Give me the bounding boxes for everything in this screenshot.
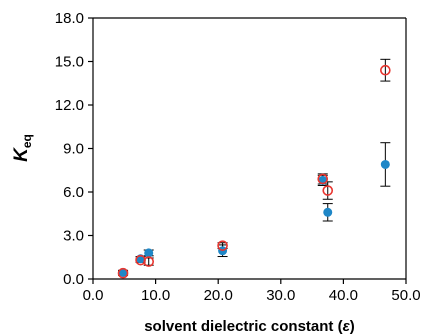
y-axis-title-sub: eq	[20, 134, 34, 148]
data-points	[117, 64, 391, 279]
x-tick-label: 10.0	[141, 287, 170, 304]
x-axis-title-close: )	[350, 318, 355, 335]
data-point-open	[217, 240, 228, 251]
x-tick-label: 30.0	[266, 287, 295, 304]
y-tick-label: 9.0	[63, 141, 84, 158]
y-axis-title: Keq	[11, 134, 34, 162]
x-tick-label: 40.0	[329, 287, 358, 304]
x-axis-title-main: solvent dielectric constant (	[144, 318, 342, 335]
data-point-filled	[380, 159, 390, 169]
y-tick-label: 18.0	[55, 10, 84, 27]
x-tick-label: 0.0	[83, 287, 104, 304]
x-tick-label: 50.0	[391, 287, 420, 304]
axis-ticks: 0.0 10.0 20.0 30.0 40.0 50.0 0.0 3.0 6.0 9.0 12.0 1…	[55, 10, 421, 304]
data-point-open	[143, 256, 155, 267]
x-tick-label: 20.0	[204, 287, 233, 304]
data-point-open	[317, 173, 329, 185]
y-tick-label: 15.0	[55, 54, 84, 71]
data-point-open	[117, 267, 129, 279]
data-point-filled	[323, 207, 333, 217]
error-bars	[118, 58, 391, 276]
x-axis-title-symbol: ε	[343, 318, 351, 335]
y-tick-label: 12.0	[55, 97, 84, 114]
x-axis-title: solvent dielectric constant (ε)	[144, 318, 355, 335]
y-tick-label: 0.0	[63, 271, 84, 288]
y-tick-label: 3.0	[63, 228, 84, 245]
data-point-filled	[144, 248, 154, 258]
y-tick-label: 6.0	[63, 184, 84, 201]
y-axis-title-main: K	[11, 147, 32, 162]
data-point-open	[380, 64, 391, 76]
plot-frame	[92, 17, 407, 280]
data-point-open	[322, 185, 334, 196]
